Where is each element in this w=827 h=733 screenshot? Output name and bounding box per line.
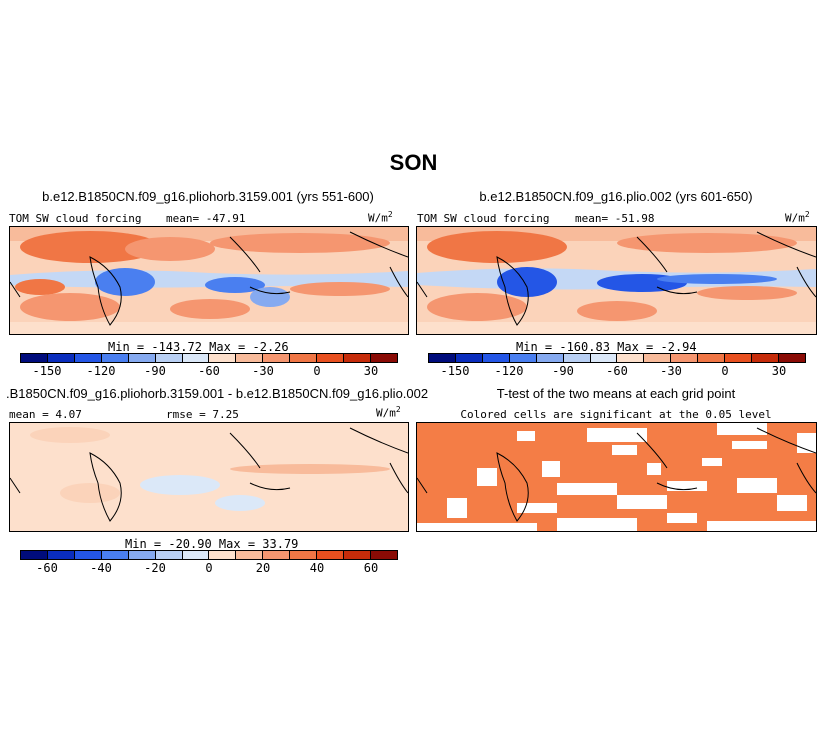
colorbar-tick-label: 20 bbox=[255, 561, 271, 575]
colorbar-swatch bbox=[344, 354, 371, 362]
colorbar-swatch bbox=[74, 354, 102, 362]
panel-title-bottom-left: .B1850CN.f09_g16.pliohorb.3159.001 - b.e… bbox=[6, 386, 429, 401]
colorbar-swatch bbox=[182, 354, 210, 362]
colorbar-swatch bbox=[74, 551, 102, 559]
map-field-top-right bbox=[417, 227, 816, 334]
colorbar-tick-label: 0 bbox=[205, 561, 213, 575]
variable-label-top-left: TOM SW cloud forcing bbox=[9, 212, 142, 225]
colorbar-swatch bbox=[182, 551, 210, 559]
units-label-top-right: W/m2 bbox=[785, 210, 810, 225]
map-bottom-left bbox=[9, 422, 409, 532]
colorbar-swatch bbox=[317, 551, 345, 559]
colorbar-swatch bbox=[47, 551, 75, 559]
units-label-bottom-left: W/m2 bbox=[376, 405, 401, 420]
colorbar-swatch bbox=[263, 551, 291, 559]
colorbar-swatch bbox=[671, 354, 699, 362]
minmax-bottom-left: Min = -20.90 Max = 33.79 bbox=[125, 537, 299, 551]
colorbar-tick-label: 0 bbox=[721, 364, 729, 378]
map-significance-bottom-right bbox=[417, 423, 816, 531]
colorbar-tick-label: -150 bbox=[32, 364, 62, 378]
colorbar-swatch bbox=[536, 354, 564, 362]
colorbar-swatch bbox=[370, 551, 397, 559]
rmse-label-bottom-left: rmse = 7.25 bbox=[166, 408, 239, 421]
colorbar-swatch bbox=[509, 354, 537, 362]
colorbar-swatch bbox=[429, 354, 456, 362]
map-bottom-right bbox=[416, 422, 817, 532]
colorbar-swatch bbox=[21, 354, 48, 362]
colorbar-tick-label: -90 bbox=[552, 364, 574, 378]
colorbar-swatch bbox=[752, 354, 779, 362]
colorbar-tick-label: 30 bbox=[771, 364, 787, 378]
colorbar-top-right bbox=[428, 353, 806, 363]
colorbar-tick-label: -120 bbox=[86, 364, 116, 378]
colorbar-swatch bbox=[725, 354, 753, 362]
colorbar-tick-label: -150 bbox=[440, 364, 470, 378]
colorbar-swatch bbox=[236, 354, 264, 362]
mean-label-bottom-left: mean = 4.07 bbox=[9, 408, 82, 421]
colorbar-swatch bbox=[101, 551, 129, 559]
colorbar-swatch bbox=[155, 354, 183, 362]
colorbar-tick-label: 30 bbox=[363, 364, 379, 378]
colorbar-swatch bbox=[455, 354, 483, 362]
colorbar-tick-label: -20 bbox=[144, 561, 166, 575]
panel-title-bottom-right: T-test of the two means at each grid poi… bbox=[496, 386, 736, 401]
colorbar-tick-label: 40 bbox=[309, 561, 325, 575]
panel-title-top-left: b.e12.B1850CN.f09_g16.pliohorb.3159.001 … bbox=[42, 189, 374, 204]
colorbar-tick-label: -40 bbox=[90, 561, 112, 575]
colorbar-tick-label: 60 bbox=[363, 561, 379, 575]
colorbar-swatch bbox=[617, 354, 645, 362]
colorbar-swatch bbox=[563, 354, 591, 362]
minmax-top-left: Min = -143.72 Max = -2.26 bbox=[108, 340, 289, 354]
colorbar-swatch bbox=[590, 354, 618, 362]
colorbar-swatch bbox=[317, 354, 345, 362]
mean-label-top-right: mean= -51.98 bbox=[575, 212, 655, 225]
colorbar-swatch bbox=[698, 354, 726, 362]
colorbar-tick-label: -30 bbox=[660, 364, 682, 378]
colorbar-swatch bbox=[482, 354, 510, 362]
colorbar-swatch bbox=[290, 354, 318, 362]
colorbar-swatch bbox=[155, 551, 183, 559]
colorbar-swatch bbox=[644, 354, 672, 362]
colorbar-swatch bbox=[209, 354, 237, 362]
colorbar-swatch bbox=[21, 551, 48, 559]
panel-title-top-right: b.e12.B1850CN.f09_g16.plio.002 (yrs 601-… bbox=[479, 189, 753, 204]
colorbar-swatch bbox=[290, 551, 318, 559]
colorbar-tick-label: -90 bbox=[144, 364, 166, 378]
colorbar-swatch bbox=[370, 354, 397, 362]
map-top-left bbox=[9, 226, 409, 335]
panel-subtitle-bottom-right: Colored cells are significant at the 0.0… bbox=[460, 408, 772, 421]
units-label-top-left: W/m2 bbox=[368, 210, 393, 225]
colorbar-swatch bbox=[47, 354, 75, 362]
mean-label-top-left: mean= -47.91 bbox=[166, 212, 246, 225]
map-field-bottom-left bbox=[10, 423, 408, 531]
map-field-top-left bbox=[10, 227, 408, 334]
colorbar-swatch bbox=[101, 354, 129, 362]
colorbar-tick-label: -60 bbox=[606, 364, 628, 378]
colorbar-swatch bbox=[263, 354, 291, 362]
colorbar-swatch bbox=[236, 551, 264, 559]
figure-title: SON bbox=[389, 150, 438, 175]
variable-label-top-right: TOM SW cloud forcing bbox=[417, 212, 550, 225]
colorbar-swatch bbox=[128, 354, 156, 362]
colorbar-tick-label: -60 bbox=[36, 561, 58, 575]
colorbar-swatch bbox=[128, 551, 156, 559]
colorbar-tick-label: -30 bbox=[252, 364, 274, 378]
colorbar-tick-label: 0 bbox=[313, 364, 321, 378]
map-top-right bbox=[416, 226, 817, 335]
colorbar-swatch bbox=[344, 551, 371, 559]
colorbar-top-left bbox=[20, 353, 398, 363]
minmax-top-right: Min = -160.83 Max = -2.94 bbox=[516, 340, 697, 354]
colorbar-bottom-left bbox=[20, 550, 398, 560]
colorbar-tick-label: -60 bbox=[198, 364, 220, 378]
colorbar-tick-label: -120 bbox=[494, 364, 524, 378]
colorbar-swatch bbox=[778, 354, 805, 362]
colorbar-swatch bbox=[209, 551, 237, 559]
